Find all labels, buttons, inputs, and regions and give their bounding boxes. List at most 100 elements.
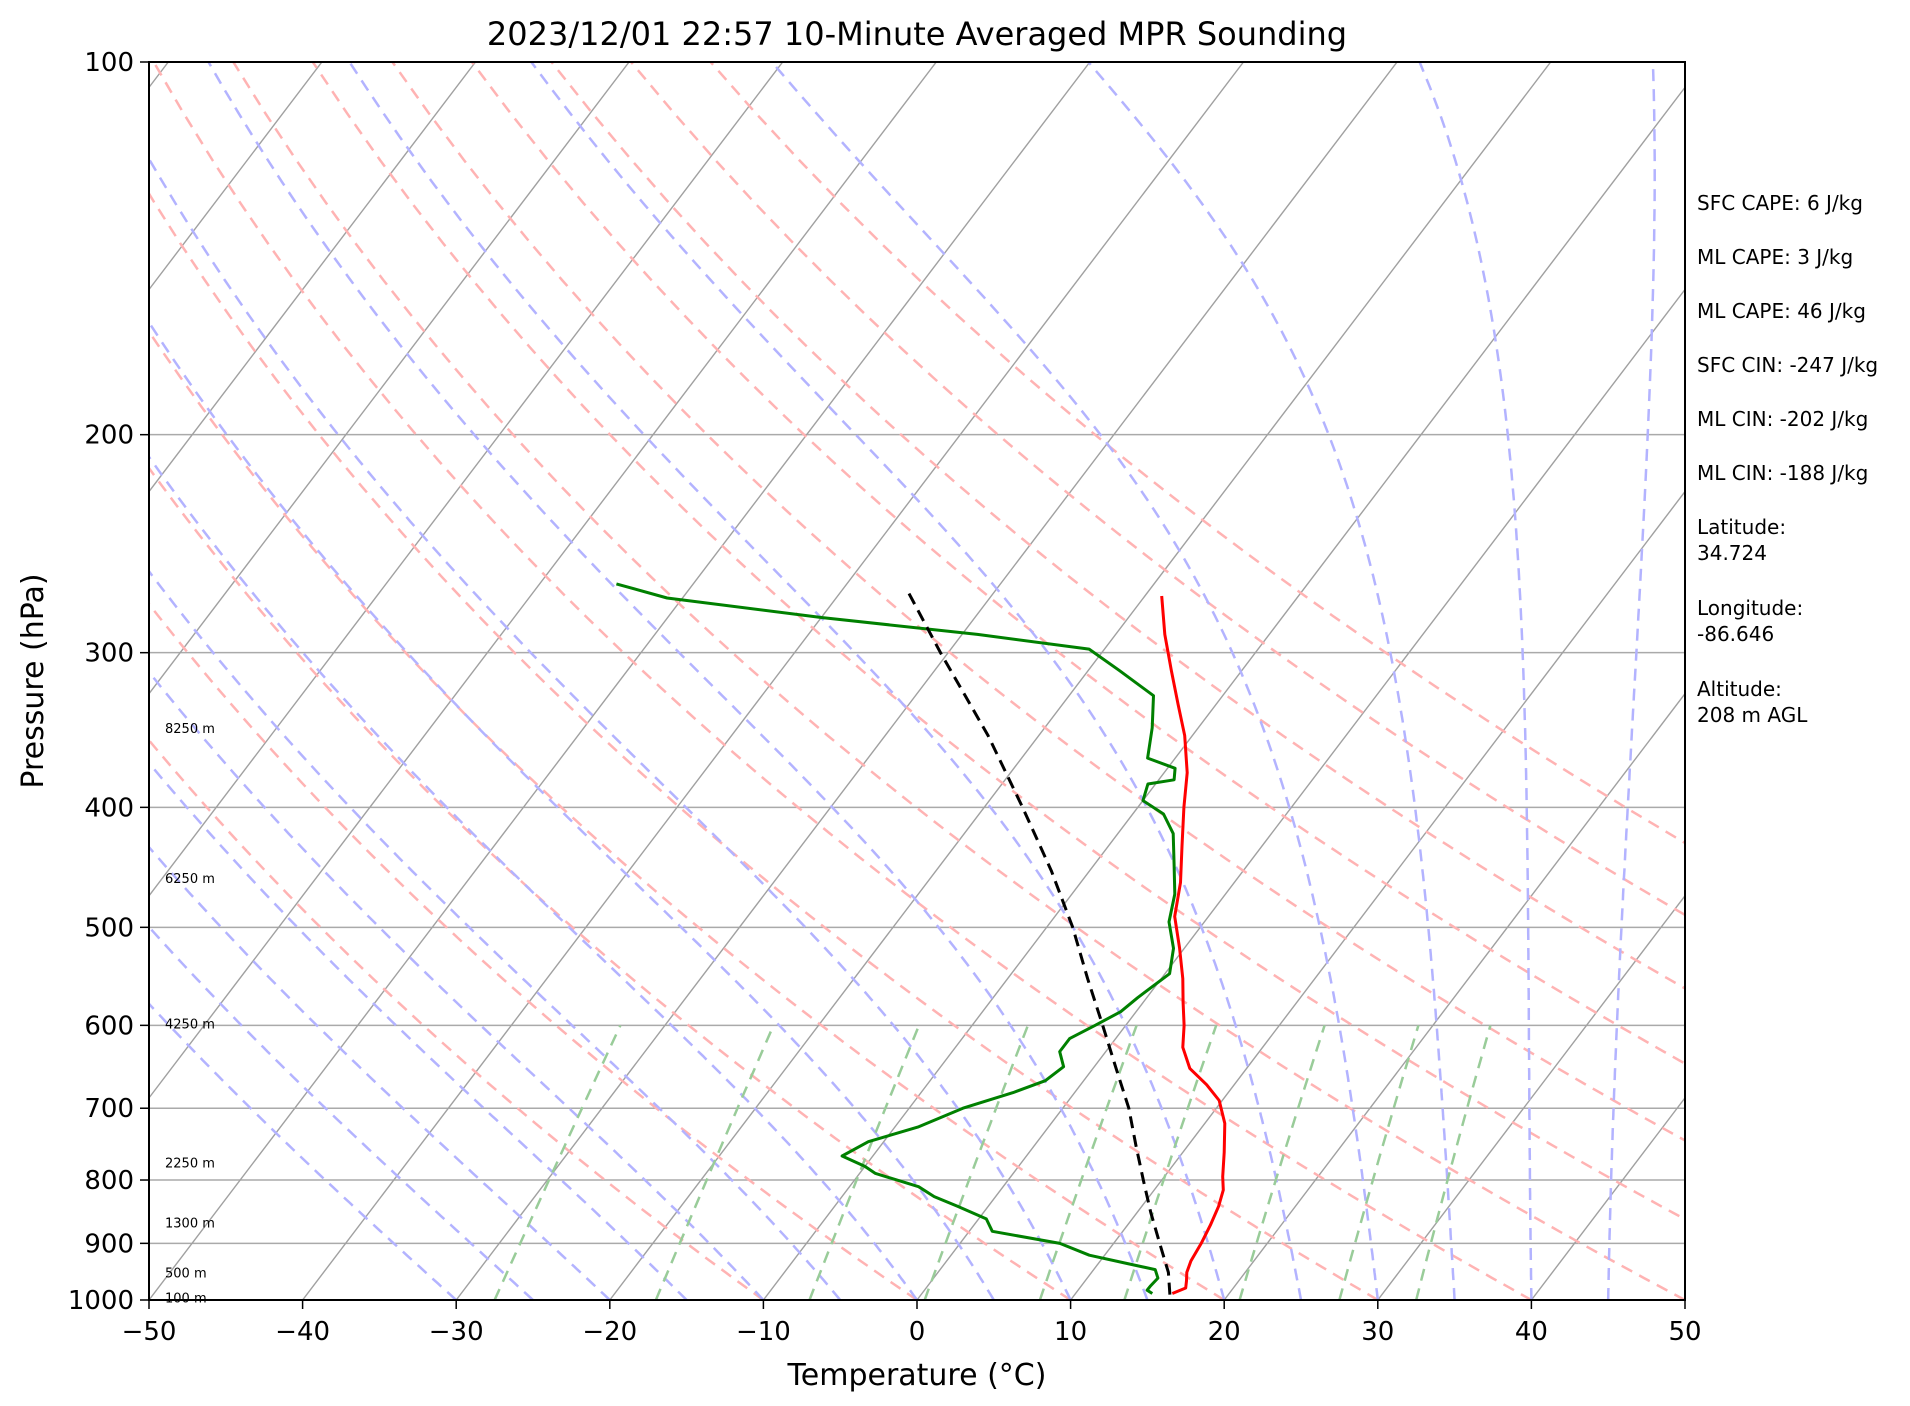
moist-adiabat-line [1418, 62, 1533, 1300]
annotation-text: Altitude: 208 m AGL [1697, 677, 1808, 727]
background-lines [0, 62, 1685, 1300]
x-tick-label: −50 [122, 1317, 177, 1347]
moist-adiabat-line [149, 454, 919, 1300]
annotation-line: Longitude: [1697, 596, 1803, 620]
moist-adiabat-line [530, 62, 1303, 1300]
height-label: 1300 m [165, 1217, 215, 1232]
mixing-ratio-line [1414, 1025, 1492, 1300]
annotation-line: 208 m AGL [1697, 703, 1808, 727]
dry-adiabat-line [152, 62, 1533, 1300]
x-tick-label: −10 [736, 1317, 791, 1347]
height-label: 8250 m [165, 722, 215, 737]
x-tick-label: 0 [909, 1317, 926, 1347]
moist-adiabat-line [149, 761, 688, 1300]
y-axis-label: Pressure (hPa) [16, 573, 51, 788]
mixing-ratio-line [1338, 1025, 1420, 1300]
isotherm-line [916, 288, 1685, 1300]
isotherm-line [1223, 692, 1685, 1300]
annotation-line: SFC CIN: -247 J/kg [1697, 353, 1878, 377]
height-label: 100 m [165, 1291, 207, 1306]
sounding-annotations: SFC CAPE: 6 J/kg ML CAPE: 3 J/kg ML CAPE: … [1697, 191, 1878, 727]
x-tick-label: 50 [1668, 1317, 1701, 1347]
x-tick-label: 30 [1361, 1317, 1394, 1347]
plot-frame [148, 61, 1686, 1301]
isotherm-line [1070, 490, 1685, 1300]
y-tick-label: 200 [84, 421, 134, 451]
y-tick-label: 1000 [68, 1286, 134, 1316]
moist-adiabat-line [348, 62, 1226, 1300]
x-tick-label: −30 [429, 1317, 484, 1347]
annotation-text: ML CAPE: 3 J/kg [1697, 245, 1853, 269]
sounding-profiles [615, 582, 1227, 1295]
annotation-line: ML CAPE: 3 J/kg [1697, 245, 1853, 269]
x-axis-label: Temperature (°C) [787, 1358, 1047, 1393]
x-tick-label: 10 [1054, 1317, 1087, 1347]
annotation-line: ML CIN: -202 J/kg [1697, 407, 1868, 431]
annotation-line: ML CIN: -188 J/kg [1697, 461, 1868, 485]
moist-adiabat-line [149, 320, 995, 1300]
annotation-line: Latitude: [1697, 515, 1786, 539]
isotherm-line [149, 62, 323, 291]
dry-adiabat-line [232, 62, 1685, 1300]
mixing-ratio-line [493, 1024, 622, 1300]
height-label: 6250 m [165, 872, 215, 887]
annotation-text: ML CIN: -202 J/kg [1697, 407, 1868, 431]
x-tick-label: −40 [275, 1317, 330, 1347]
y-tick-label: 300 [84, 639, 134, 669]
y-tick-label: 100 [84, 48, 134, 78]
annotation-text: Latitude: 34.724 [1697, 515, 1786, 565]
mixing-ratio-line [1038, 1024, 1138, 1300]
moist-adiabat-line [149, 925, 534, 1300]
height-label: 500 m [165, 1266, 207, 1281]
moist-adiabat-line [770, 62, 1380, 1300]
isotherm-line [149, 62, 937, 1100]
isotherm-line [0, 62, 15, 1300]
moist-adiabat-line [1087, 62, 1456, 1300]
annotation-text: ML CAPE: 46 J/kg [1697, 299, 1866, 323]
height-labels: 100 m 500 m 1300 m 2250 m 4250 m 6250 m 8250 m [165, 722, 215, 1306]
mixing-ratio-line [1123, 1024, 1218, 1300]
moist-adiabat-line [149, 1002, 458, 1300]
isotherm-line [1377, 894, 1685, 1300]
annotation-line: ML CAPE: 46 J/kg [1697, 299, 1866, 323]
dry-adiabat-line [149, 602, 918, 1300]
moist-adiabat-line [149, 670, 765, 1300]
dry-adiabat-line [311, 62, 1685, 1221]
annotation-line: 34.724 [1697, 541, 1767, 565]
annotation-text: SFC CAPE: 6 J/kg [1697, 191, 1863, 215]
height-label: 4250 m [165, 1018, 215, 1033]
height-label: 2250 m [165, 1156, 215, 1171]
dry-adiabat-line [149, 191, 1379, 1300]
x-tick-label: −20 [582, 1317, 637, 1347]
isotherm-line [149, 62, 784, 897]
temperature-line [1160, 595, 1227, 1295]
mixing-ratio-line [808, 1024, 921, 1300]
isotherm-line [455, 62, 1398, 1300]
isotherm-line [302, 62, 1245, 1300]
dry-adiabat-line [630, 62, 1685, 917]
isotherm-line [149, 62, 630, 695]
dewpoint-line [615, 582, 1177, 1295]
dry-adiabat-line [470, 62, 1685, 1065]
isotherm-line [609, 62, 1552, 1300]
dry-adiabat-line [149, 466, 1072, 1300]
mixing-ratio-line [923, 1024, 1030, 1300]
mixing-ratio-line [654, 1024, 775, 1300]
y-tick-label: 500 [84, 913, 134, 943]
annotation-text: Longitude: -86.646 [1697, 596, 1803, 646]
moist-adiabat-line [1606, 62, 1656, 1300]
y-tick-label: 600 [84, 1011, 134, 1041]
y-tick-label: 800 [84, 1166, 134, 1196]
mixing-ratio-line [1238, 1025, 1326, 1300]
parcel-profile-line [906, 591, 1172, 1295]
moist-adiabat-line [149, 845, 611, 1300]
y-tick-label: 900 [84, 1229, 134, 1259]
annotation-text: SFC CIN: -247 J/kg [1697, 353, 1878, 377]
moist-adiabat-line [207, 62, 1149, 1300]
dry-adiabat-line [149, 329, 1225, 1300]
y-tick-label: 700 [84, 1094, 134, 1124]
x-axis: −50 −40 −30 −20 −10 0 10 20 30 40 50 [122, 1300, 1702, 1347]
dry-adiabat-line [149, 738, 765, 1300]
dry-adiabat-line [550, 62, 1685, 990]
